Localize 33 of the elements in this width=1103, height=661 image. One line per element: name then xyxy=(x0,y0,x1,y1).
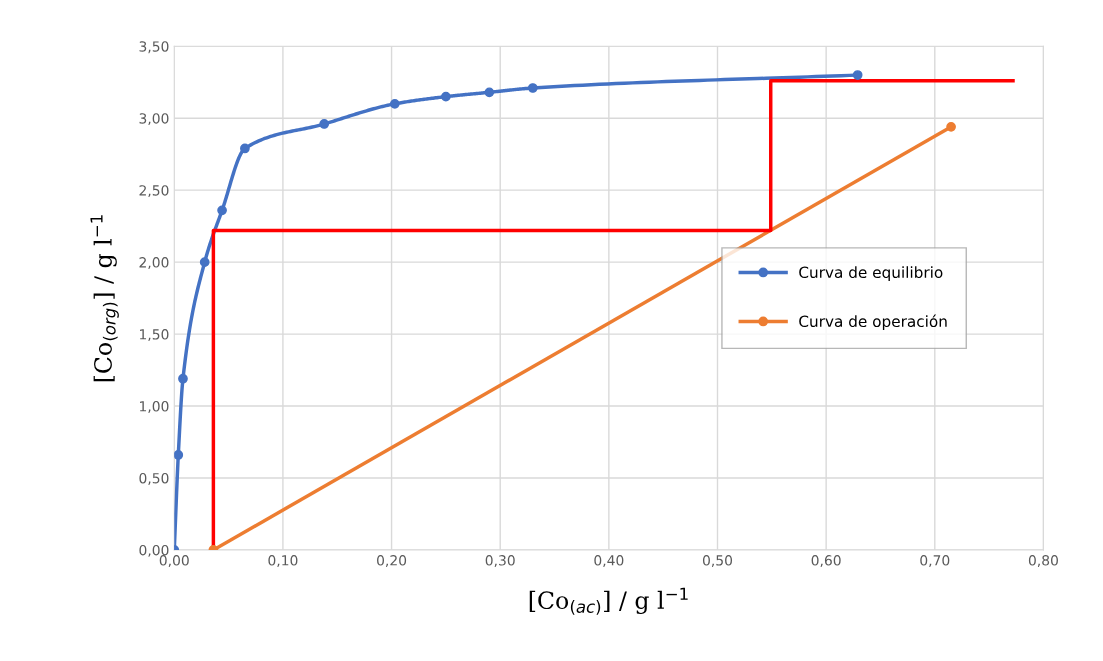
y-tick-label: 1,00 xyxy=(140,401,169,413)
point xyxy=(319,119,330,129)
y-axis-title: [Co$_{(org)}$] / g l$^{−1}$ xyxy=(90,215,119,382)
x-tick-label: 0,20 xyxy=(377,555,407,567)
x-tick-label: 0,80 xyxy=(1028,555,1058,567)
y-tick-label: 3,00 xyxy=(139,113,169,126)
x-axis-title: [Co$_{(ac)}$] / g l$^{−1}$ xyxy=(529,587,688,615)
y-tick-label: 0,50 xyxy=(139,472,169,485)
y-tick-label: 3,50 xyxy=(139,41,169,54)
point xyxy=(389,98,400,109)
y-tick-label: 2,00 xyxy=(139,257,169,270)
point xyxy=(217,205,227,216)
legend-label: Curva de equilibrio xyxy=(799,266,943,281)
legend-label: Curva de operación xyxy=(799,314,947,331)
x-tick-label: 0,00 xyxy=(159,555,189,567)
point xyxy=(178,373,188,384)
x-tick-label: 0,30 xyxy=(485,555,515,567)
point xyxy=(527,83,538,93)
point xyxy=(946,121,956,132)
x-tick-label: 0,50 xyxy=(702,555,733,567)
point xyxy=(484,87,495,98)
point xyxy=(852,70,863,80)
x-tick-label: 0,70 xyxy=(920,555,950,567)
point xyxy=(199,257,210,267)
point xyxy=(240,143,250,154)
y-tick-label: 1,50 xyxy=(140,329,169,341)
x-tick-label: 0,10 xyxy=(268,555,298,567)
y-tick-label: 2,50 xyxy=(139,185,169,198)
x-tick-label: 0,60 xyxy=(811,555,841,567)
x-tick-label: 0,40 xyxy=(594,555,624,567)
point xyxy=(174,450,184,460)
point xyxy=(441,91,451,102)
y-tick-label: 0,00 xyxy=(139,544,169,557)
